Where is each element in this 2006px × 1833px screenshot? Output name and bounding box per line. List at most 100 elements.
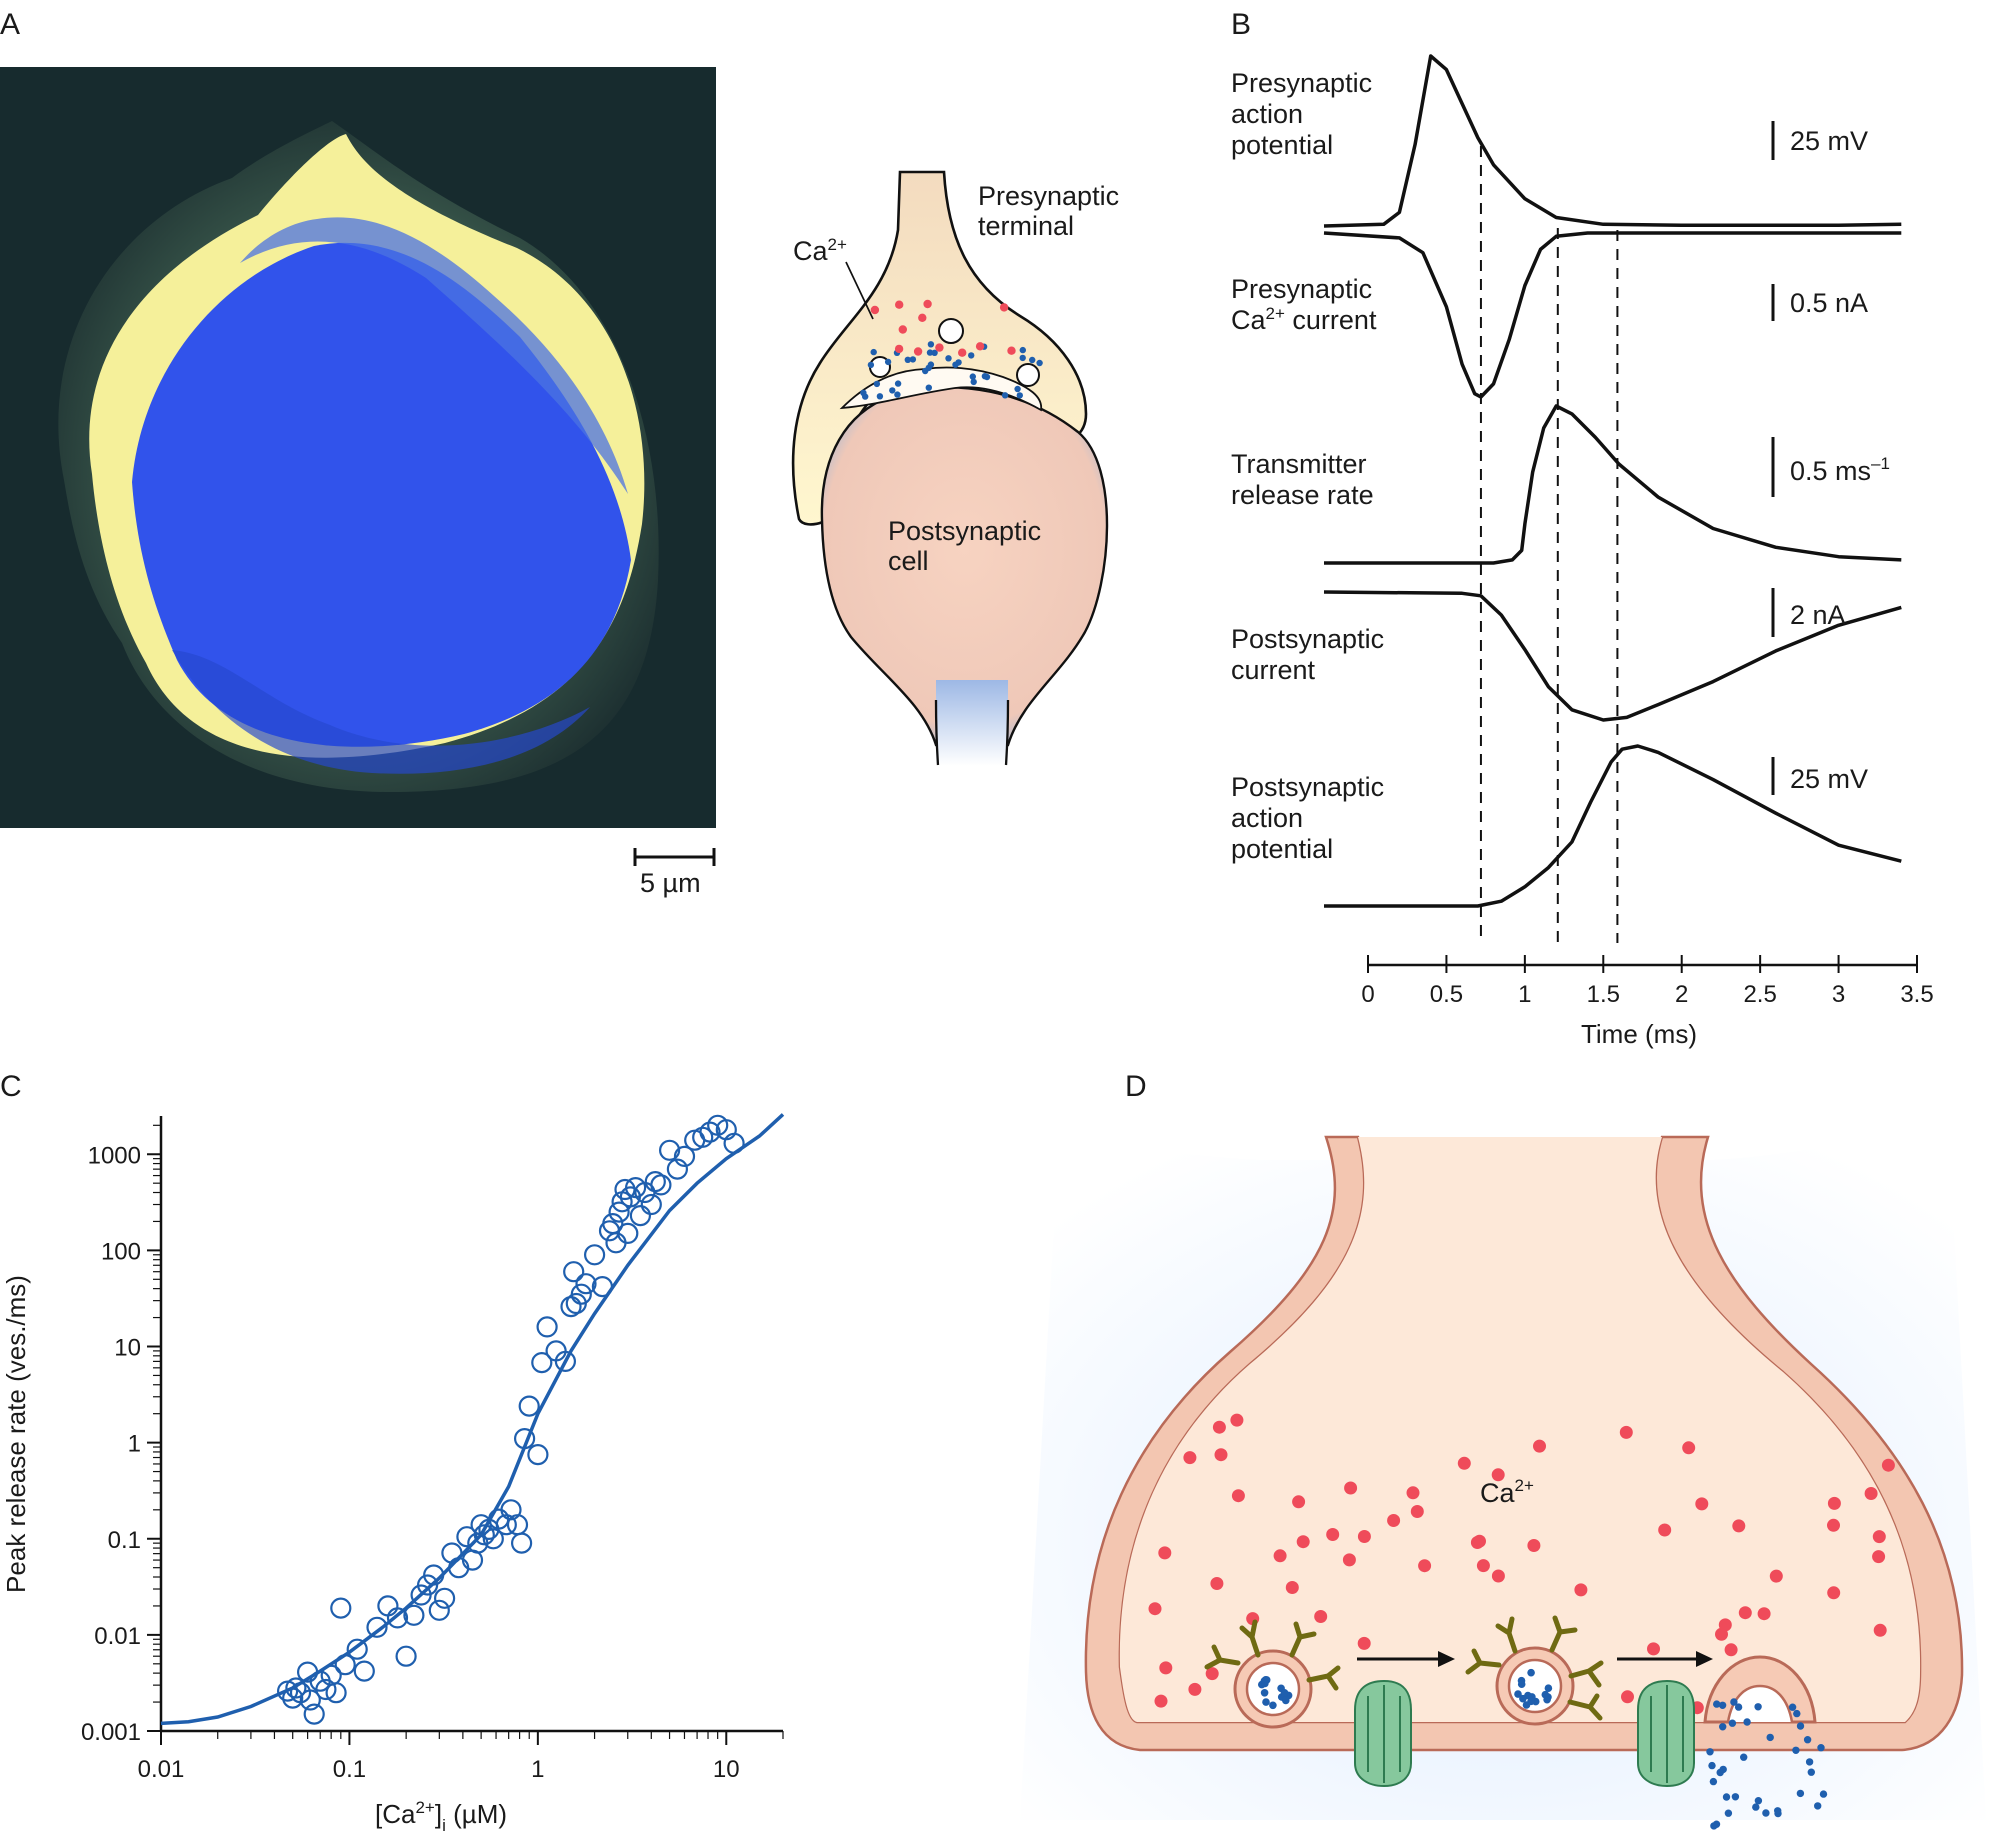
data-point-17: [377, 1595, 399, 1617]
data-point-67: [650, 1174, 672, 1196]
panel-b: B Presynaptic action potential Presynapt…: [1231, 8, 1934, 1049]
particle-dot: [1205, 1667, 1219, 1681]
time-axis-tick-label: 1.5: [1587, 981, 1620, 1008]
particle-dot: [1326, 1528, 1340, 1541]
particle-dot: [1864, 1487, 1878, 1500]
data-point-69: [666, 1158, 689, 1180]
particle-dot: [1410, 1505, 1424, 1518]
data-point-9: [315, 1678, 337, 1701]
particle-dot: [1154, 1694, 1168, 1708]
particle-dot: [1159, 1661, 1173, 1675]
particle-dot: [1344, 1481, 1358, 1495]
release-axis-title: Peak release rate (ves./ms): [1, 1275, 31, 1593]
particle-dot: [1718, 1701, 1727, 1710]
particle-dot: [1019, 346, 1026, 354]
trace-label-5-line-1: Postsynaptic: [1231, 772, 1384, 802]
snare-proteins-left: [1204, 1619, 1341, 1691]
y-tick-label: 100: [101, 1238, 141, 1265]
panel-a: A 5 µm Ca2+ Presynaptic terminal Postsyn…: [0, 8, 1119, 898]
particle-dot: [870, 305, 880, 315]
particle-dot: [1517, 1680, 1526, 1688]
particle-dot: [1792, 1746, 1800, 1755]
particle-dot: [870, 348, 877, 356]
particle-dot: [1476, 1559, 1490, 1573]
data-point-68: [658, 1139, 681, 1161]
x-tick-label: 0.1: [333, 1756, 366, 1783]
timing-guides: [1479, 146, 1619, 943]
particle-dot: [1001, 392, 1009, 399]
particle-dot: [1728, 1719, 1737, 1727]
particle-dot: [1774, 1807, 1782, 1815]
trace-labels: Presynaptic action potential Presynaptic…: [1231, 68, 1384, 864]
data-point-46: [554, 1350, 577, 1373]
particle-dot: [1357, 1530, 1371, 1543]
particle-dot: [1740, 1753, 1748, 1761]
y-tick-label: 0.001: [81, 1719, 141, 1746]
data-point-23: [423, 1564, 445, 1586]
x-tick-label: 0.01: [138, 1756, 185, 1783]
time-axis-tick-label: 0: [1361, 981, 1374, 1008]
lower-blue-shadow: [172, 650, 590, 774]
data-point-42: [527, 1443, 549, 1466]
postsynaptic-cell-label-line-1: Postsynaptic: [888, 516, 1041, 546]
panel-a-label: A: [0, 8, 20, 41]
particle-dot: [1788, 1703, 1797, 1711]
particle-dot: [999, 303, 1009, 312]
particle-dot: [1807, 1768, 1816, 1776]
timing-trace-5: [1324, 744, 1902, 908]
particle-dot: [1519, 1694, 1527, 1703]
particle-dot: [1544, 1684, 1553, 1692]
particle-dot: [867, 361, 875, 369]
docked-vesicle-left: [1204, 1619, 1341, 1729]
particle-dot: [1752, 1803, 1760, 1811]
particle-dot: [1457, 1456, 1471, 1470]
time-axis-title: Time (ms): [1581, 1019, 1697, 1049]
particle-dot: [1231, 1489, 1245, 1503]
particle-dot: [926, 349, 934, 356]
trace-label-1-line-3: potential: [1231, 130, 1333, 160]
panel-c: C 0.01 0.1 1 10 0.001 0.01 0.1 1 10 100 1000 [Ca2+…: [0, 1070, 785, 1833]
particle-dot: [1527, 1668, 1535, 1677]
particle-dot: [1418, 1559, 1432, 1573]
trace-label-5-line-3: potential: [1231, 834, 1333, 864]
particle-dot: [1514, 1690, 1522, 1698]
particle-dot: [1718, 1618, 1732, 1632]
dose-response-chart: 0.01 0.1 1 10 0.001 0.01 0.1 1 10 100 1000: [81, 1113, 785, 1783]
data-point-20: [403, 1604, 425, 1626]
particle-dot: [1491, 1569, 1505, 1583]
particle-dot: [1769, 1569, 1783, 1583]
particle-dot: [1574, 1583, 1588, 1597]
data-point-14: [346, 1638, 368, 1660]
particle-dot: [1872, 1550, 1886, 1564]
data-point-12: [330, 1597, 352, 1619]
particle-dot: [923, 299, 932, 309]
data-point-41: [518, 1395, 540, 1417]
x-tick-label: 10: [713, 1756, 740, 1783]
y-tick-label: 0.1: [108, 1527, 141, 1554]
transmitter-dots-d: [1258, 1668, 1828, 1830]
time-axis-tick-label: 1: [1518, 981, 1531, 1008]
data-point-39: [510, 1532, 533, 1554]
particle-dot: [1793, 1709, 1801, 1718]
particle-dot: [1647, 1642, 1660, 1656]
trace-label-2-line-1: Presynaptic: [1231, 274, 1372, 304]
data-point-40: [513, 1427, 536, 1450]
data-point-3: [285, 1677, 307, 1699]
fitted-curve: [160, 1113, 785, 1726]
time-axis-tick-label: 3.5: [1900, 981, 1933, 1008]
particle-dot: [1722, 1793, 1731, 1801]
particle-dot: [1527, 1539, 1541, 1552]
particle-dot: [1803, 1736, 1812, 1744]
particle-dot: [1269, 1701, 1277, 1710]
y-tick-label: 0.01: [94, 1623, 141, 1650]
timing-trace-3: [1324, 404, 1902, 565]
time-axis-tick-label: 0.5: [1430, 981, 1463, 1008]
particle-dot: [1682, 1441, 1696, 1455]
particle-dot: [1188, 1682, 1202, 1696]
particle-dot: [1357, 1636, 1371, 1650]
calcium-label-leader: [845, 261, 874, 320]
scale-label-4: 2 nA: [1790, 600, 1846, 630]
particle-dot: [1491, 1468, 1505, 1482]
particle-dot: [1158, 1546, 1172, 1560]
data-point-34: [482, 1528, 504, 1550]
